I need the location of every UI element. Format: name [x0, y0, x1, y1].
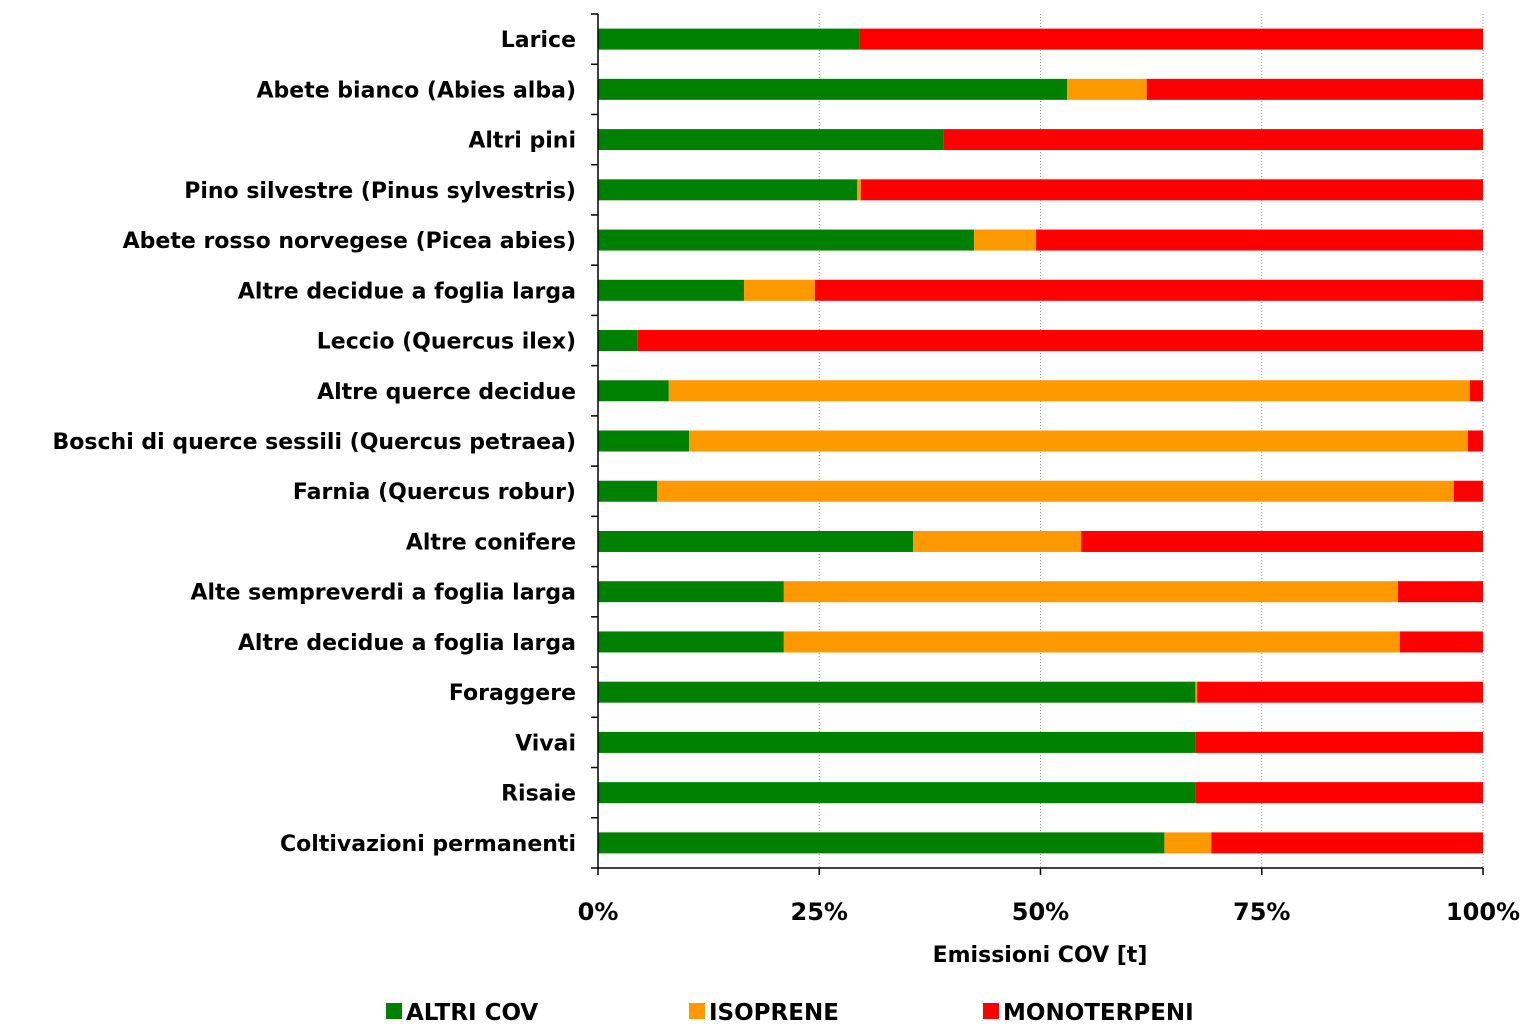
bar-segment-7-2 — [1469, 380, 1483, 402]
x-tick-label: 100% — [1446, 898, 1520, 926]
bar-segment-9-0 — [598, 480, 658, 502]
bar-segment-16-2 — [1211, 832, 1483, 854]
category-label: Foraggere — [449, 681, 576, 706]
axes — [591, 13, 1484, 875]
category-label: Larice — [501, 28, 576, 53]
bar-segment-9-1 — [657, 480, 1454, 502]
category-label: Farnia (Quercus robur) — [293, 480, 576, 505]
x-tick-labels: 0% 25% 50% 75% 100% — [578, 898, 1520, 926]
bar-segment-4-1 — [974, 229, 1037, 251]
bar-segment-13-2 — [1197, 681, 1483, 703]
category-label: Coltivazioni permanenti — [280, 832, 576, 857]
legend-swatch-0 — [386, 1003, 402, 1019]
bar-segment-14-0 — [598, 731, 1196, 753]
bar-segment-11-1 — [783, 581, 1399, 603]
bar-segment-2-0 — [598, 129, 944, 151]
category-label: Risaie — [501, 782, 576, 807]
bar-segment-7-1 — [668, 380, 1470, 402]
bar-segment-13-1 — [1195, 681, 1198, 703]
bar-segment-7-0 — [598, 380, 669, 402]
x-tick-label: 75% — [1233, 898, 1290, 926]
bar-segment-8-0 — [598, 430, 690, 452]
bars — [598, 28, 1483, 854]
bar-segment-10-2 — [1081, 530, 1483, 552]
legend-label-2: MONOTERPENI — [1003, 1000, 1194, 1024]
category-label: Altre decidue a foglia larga — [238, 631, 576, 656]
bar-segment-4-2 — [1036, 229, 1483, 251]
bar-segment-8-2 — [1467, 430, 1483, 452]
bar-segment-12-1 — [783, 631, 1400, 653]
bar-segment-8-1 — [689, 430, 1468, 452]
bar-segment-5-0 — [598, 279, 745, 301]
legend: ALTRI COV ISOPRENE MONOTERPENI — [386, 1000, 1194, 1026]
bar-segment-11-0 — [598, 581, 784, 603]
bar-segment-5-2 — [814, 279, 1483, 301]
bar-segment-6-0 — [598, 330, 638, 352]
category-label: Altre decidue a foglia larga — [238, 279, 576, 304]
bar-segment-6-2 — [637, 330, 1483, 352]
bar-segment-16-1 — [1164, 832, 1212, 854]
x-tick-label: 0% — [578, 898, 619, 926]
category-label: Boschi di querce sessili (Quercus petrae… — [53, 430, 576, 455]
x-axis-title: Emissioni COV [t] — [933, 943, 1148, 968]
bar-segment-15-2 — [1195, 782, 1483, 804]
bar-segment-1-0 — [598, 78, 1068, 100]
category-label: Altre querce decidue — [317, 380, 576, 405]
bar-segment-14-2 — [1195, 731, 1483, 753]
category-label: Abete bianco (Abies alba) — [257, 78, 576, 103]
bar-segment-2-2 — [943, 129, 1483, 151]
category-labels: Larice Abete bianco (Abies alba) Altri pin… — [53, 28, 576, 857]
category-label: Abete rosso norvegese (Picea abies) — [123, 229, 576, 254]
bar-segment-13-0 — [598, 681, 1196, 703]
bar-segment-15-0 — [598, 782, 1196, 804]
grid-lines — [818, 14, 1484, 868]
bar-segment-3-2 — [860, 179, 1483, 201]
bar-segment-1-2 — [1146, 78, 1483, 100]
bar-segment-12-2 — [1399, 631, 1483, 653]
bar-segment-3-1 — [857, 179, 861, 201]
bar-segment-3-0 — [598, 179, 858, 201]
category-label: Alte sempreverdi a foglia larga — [190, 581, 576, 606]
legend-swatch-2 — [983, 1003, 999, 1019]
bar-segment-10-1 — [913, 530, 1082, 552]
legend-label-0: ALTRI COV — [406, 1000, 538, 1024]
bar-segment-12-0 — [598, 631, 784, 653]
legend-swatch-1 — [689, 1003, 705, 1019]
bar-segment-4-0 — [598, 229, 975, 251]
bar-segment-0-0 — [598, 28, 860, 50]
bar-segment-10-0 — [598, 530, 914, 552]
bar-segment-0-2 — [859, 28, 1483, 50]
category-label: Altri pini — [468, 129, 576, 154]
x-tick-label: 50% — [1012, 898, 1069, 926]
x-tick-label: 25% — [791, 898, 848, 926]
category-label: Vivai — [515, 731, 576, 756]
category-label: Pino silvestre (Pinus sylvestris) — [184, 179, 576, 204]
legend-label-1: ISOPRENE — [709, 1000, 839, 1024]
category-label: Altre conifere — [406, 530, 576, 555]
category-label: Leccio (Quercus ilex) — [317, 330, 576, 355]
bar-segment-1-1 — [1067, 78, 1147, 100]
bar-segment-9-2 — [1453, 480, 1483, 502]
bar-segment-5-1 — [744, 279, 815, 301]
bar-segment-11-2 — [1398, 581, 1483, 603]
bar-segment-16-0 — [598, 832, 1165, 854]
